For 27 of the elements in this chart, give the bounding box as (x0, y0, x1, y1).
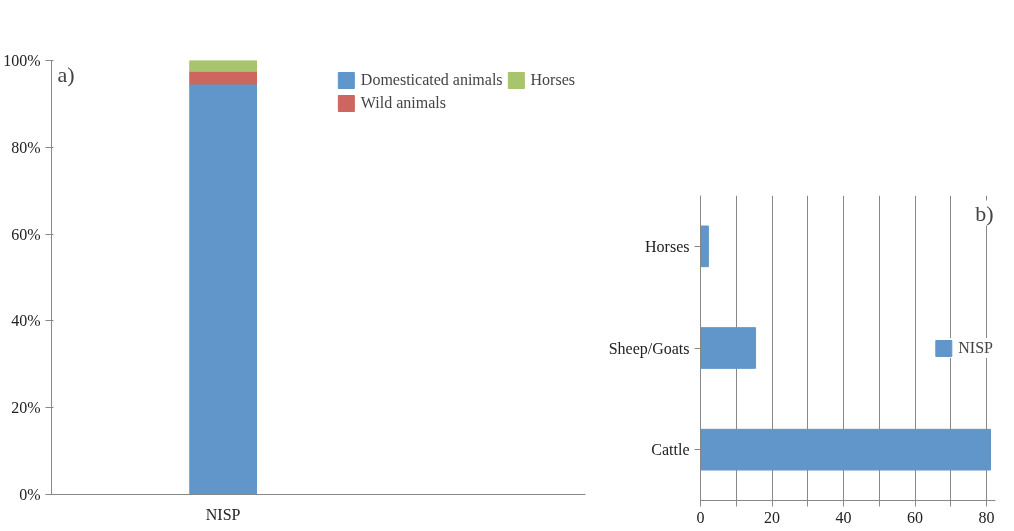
y-tick-label: 80% (11, 138, 41, 156)
legend-label: Domesticated animals (360, 71, 503, 89)
x-tick-label: 20 (764, 508, 781, 526)
bar (189, 70, 258, 85)
annotation: b) (975, 200, 994, 226)
legend-label: Horses (530, 71, 575, 89)
y-tick-label: 60% (11, 225, 41, 243)
x-tick-label: 80 (978, 508, 995, 526)
annotation: a) (57, 61, 75, 87)
bar (189, 60, 258, 72)
y-tick-label: Sheep/Goats (608, 339, 690, 358)
y-tick-label: 20% (11, 399, 41, 417)
bar (700, 327, 757, 369)
y-tick-label: 100% (3, 52, 41, 69)
y-tick-label: Horses (645, 237, 690, 255)
y-tick-label: Cattle (651, 441, 690, 459)
x-tick-label: 40 (835, 508, 852, 526)
y-tick-label: 40% (11, 312, 41, 330)
y-tick-label: 0% (19, 486, 41, 503)
legend-label: Wild animals (360, 94, 446, 112)
bar (700, 225, 709, 268)
bar (189, 83, 258, 495)
x-tick-label: 0 (696, 508, 705, 526)
legend-label: NISP (958, 338, 993, 357)
x-tick-label: NISP (205, 505, 241, 523)
bar (700, 428, 991, 471)
x-tick-label: 60 (907, 508, 924, 526)
